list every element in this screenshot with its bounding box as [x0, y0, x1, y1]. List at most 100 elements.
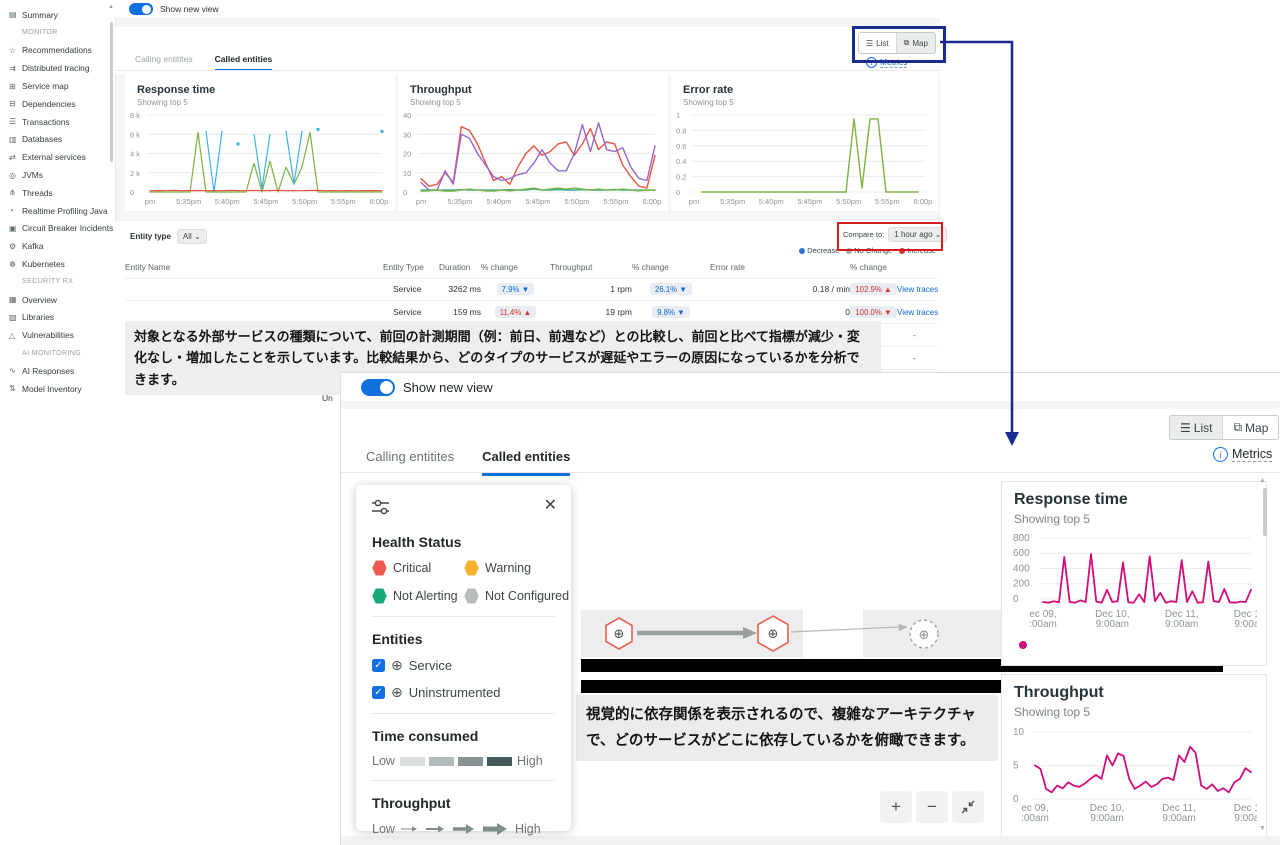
throughput-cell: 19 rpm	[605, 307, 632, 317]
column-header[interactable]: % change	[632, 262, 669, 272]
show-new-view-toggle[interactable]	[361, 379, 395, 396]
list-view-button[interactable]: ☰ List	[859, 33, 896, 53]
info-icon: i	[1213, 447, 1228, 462]
view-traces-link[interactable]: View traces	[897, 307, 939, 317]
sidebar-item[interactable]: ☰ Transactions	[0, 113, 115, 131]
sidebar-item[interactable]: ☆ Recommendations	[0, 42, 115, 60]
svg-text:0.4: 0.4	[676, 157, 686, 166]
sidebar-item[interactable]: ◔ Realtime Profiling Java	[0, 202, 115, 220]
sidebar-item[interactable]: ▨ Libraries	[0, 309, 115, 327]
show-new-view-toggle[interactable]	[129, 3, 153, 15]
sidebar-item[interactable]: ▣ Circuit Breaker Incidents	[0, 220, 115, 238]
checkbox[interactable]: ✓	[372, 659, 385, 672]
list-view-button[interactable]: ☰ List	[1170, 416, 1224, 439]
compare-to-dropdown[interactable]: 1 hour ago ⌄	[888, 227, 948, 242]
entity-tab[interactable]: Called entities	[214, 54, 273, 71]
map-view-button[interactable]: ⧉ Map	[1223, 416, 1279, 439]
series-legend-dot[interactable]	[1019, 641, 1027, 649]
filter-sliders-icon[interactable]	[372, 499, 390, 515]
sidebar-scrollbar[interactable]	[110, 22, 113, 162]
error-rate-cell: 0	[845, 307, 850, 317]
sidebar-item[interactable]: ⚙ Kafka	[0, 237, 115, 255]
entity-tab[interactable]: Calling entitites	[135, 54, 193, 64]
table-row[interactable]: Service 3262 ms 7.9% ▼ 1 rpm 26.1% ▼ 0.1…	[125, 278, 938, 301]
view-traces-link[interactable]: -	[913, 353, 916, 363]
sidebar-item[interactable]: ⊟ Dependencies	[0, 95, 115, 113]
sidebar-item[interactable]: ⋔ Threads	[0, 184, 115, 202]
column-header[interactable]: % change	[481, 262, 518, 272]
sidebar-item-label: Vulnerabilities	[22, 330, 74, 341]
sidebar-scroll-up-icon[interactable]: ▲	[108, 4, 114, 10]
sidebar-item[interactable]: ☸ Kubernetes	[0, 255, 115, 273]
metrics-link[interactable]: i Metrics	[866, 57, 908, 68]
column-header[interactable]: Error rate	[710, 262, 746, 272]
sidebar-item[interactable]: ▦ Overview	[0, 291, 115, 309]
metrics-link[interactable]: i Metrics	[1213, 447, 1273, 462]
toggle-knob	[142, 4, 151, 14]
entity-type-filter-dropdown[interactable]: All ⌄	[176, 229, 207, 244]
list-icon: ☰	[866, 38, 874, 48]
chart-subtitle: Showing top 5	[1014, 705, 1091, 719]
map-view-button[interactable]: ⧉ Map	[895, 33, 935, 53]
sidebar-item-icon: △	[9, 330, 16, 340]
svg-text:5:55pm: 5:55pm	[331, 197, 356, 206]
entity-tab[interactable]: Calling entitites	[366, 449, 455, 464]
response-time-chart: 8 k 6 k 4 k 2 k 0 pm 5:35pm 5:40pm 5:45pm 5:50pm 5…	[130, 110, 388, 206]
svg-text:40: 40	[403, 111, 411, 120]
entity-type-filter: Entity type All ⌄	[130, 229, 207, 244]
sidebar-item[interactable]: MONITOR	[0, 24, 115, 42]
fit-view-button[interactable]	[952, 791, 984, 823]
info-icon: i	[866, 57, 877, 68]
svg-text:5:45pm: 5:45pm	[253, 197, 278, 206]
external-services-map-view: Show new view ☰ List ⧉ Map Calling entitit…	[340, 372, 1280, 845]
response-time-card	[125, 74, 395, 211]
compare-to-control: Compare to: 1 hour ago ⌄	[843, 227, 948, 242]
divider-strip	[341, 401, 1280, 409]
sidebar-item[interactable]: ⊞ Service map	[0, 77, 115, 95]
sidebar-nav: ▤ Summary MONITOR ☆ Recommendations	[0, 6, 115, 398]
zoom-in-button[interactable]: +	[880, 791, 912, 823]
scroll-down-icon[interactable]: ▼	[1259, 825, 1266, 832]
top-header-panel	[115, 27, 940, 74]
error-rate-cell: 0.18 / min	[812, 284, 850, 294]
sidebar-item[interactable]: ⇅ Model Inventory	[0, 380, 115, 398]
svg-text:10: 10	[403, 169, 411, 178]
divider	[372, 780, 555, 781]
sidebar-item[interactable]: ∿ AI Responses	[0, 362, 115, 380]
svg-text:5:45pm: 5:45pm	[525, 197, 550, 206]
sidebar-item[interactable]: ▥ Databases	[0, 131, 115, 149]
column-header[interactable]: % change	[850, 262, 887, 272]
close-icon[interactable]: ✕	[543, 497, 557, 514]
column-header[interactable]: Duration	[439, 262, 471, 272]
view-traces-link[interactable]: -	[913, 330, 916, 340]
zoom-out-button[interactable]: −	[916, 791, 948, 823]
sidebar-item[interactable]: SECURITY RX	[0, 273, 115, 291]
view-traces-link[interactable]: View traces	[897, 284, 939, 294]
sidebar-item[interactable]: ⇄ External services	[0, 148, 115, 166]
globe-icon: ⊕	[614, 626, 625, 641]
column-header[interactable]: Throughput	[550, 262, 593, 272]
service-node-critical[interactable]: ⊕	[756, 615, 790, 652]
charts-scrollbar[interactable]	[1263, 488, 1267, 536]
throughput-cell: 1 rpm	[610, 284, 632, 294]
hexagon-status-icon	[372, 560, 387, 576]
sidebar-item[interactable]: ▤ Summary	[0, 6, 115, 24]
uninstrumented-node[interactable]: ⊕	[907, 617, 941, 651]
column-header[interactable]: Entity Type	[383, 262, 424, 272]
sidebar-item[interactable]: ⇉ Distributed tracing	[0, 59, 115, 77]
svg-text:pm: pm	[416, 197, 426, 206]
sidebar-item[interactable]: △ Vulnerabilities	[0, 326, 115, 344]
column-header[interactable]: Entity Name	[125, 262, 171, 272]
throughput-scale-title: Throughput	[372, 795, 451, 811]
health-status-item: Critical	[372, 560, 464, 576]
checkbox[interactable]: ✓	[372, 686, 385, 699]
scroll-up-icon[interactable]: ▲	[1259, 477, 1266, 484]
sidebar-item-icon: ⋔	[9, 188, 16, 198]
entity-tab[interactable]: Called entities	[482, 449, 571, 476]
sidebar-item[interactable]: AI MONITORING	[0, 344, 115, 362]
sidebar-item[interactable]: ◎ JVMs	[0, 166, 115, 184]
legend-dot	[799, 248, 806, 255]
service-node-critical[interactable]: ⊕	[604, 617, 634, 650]
